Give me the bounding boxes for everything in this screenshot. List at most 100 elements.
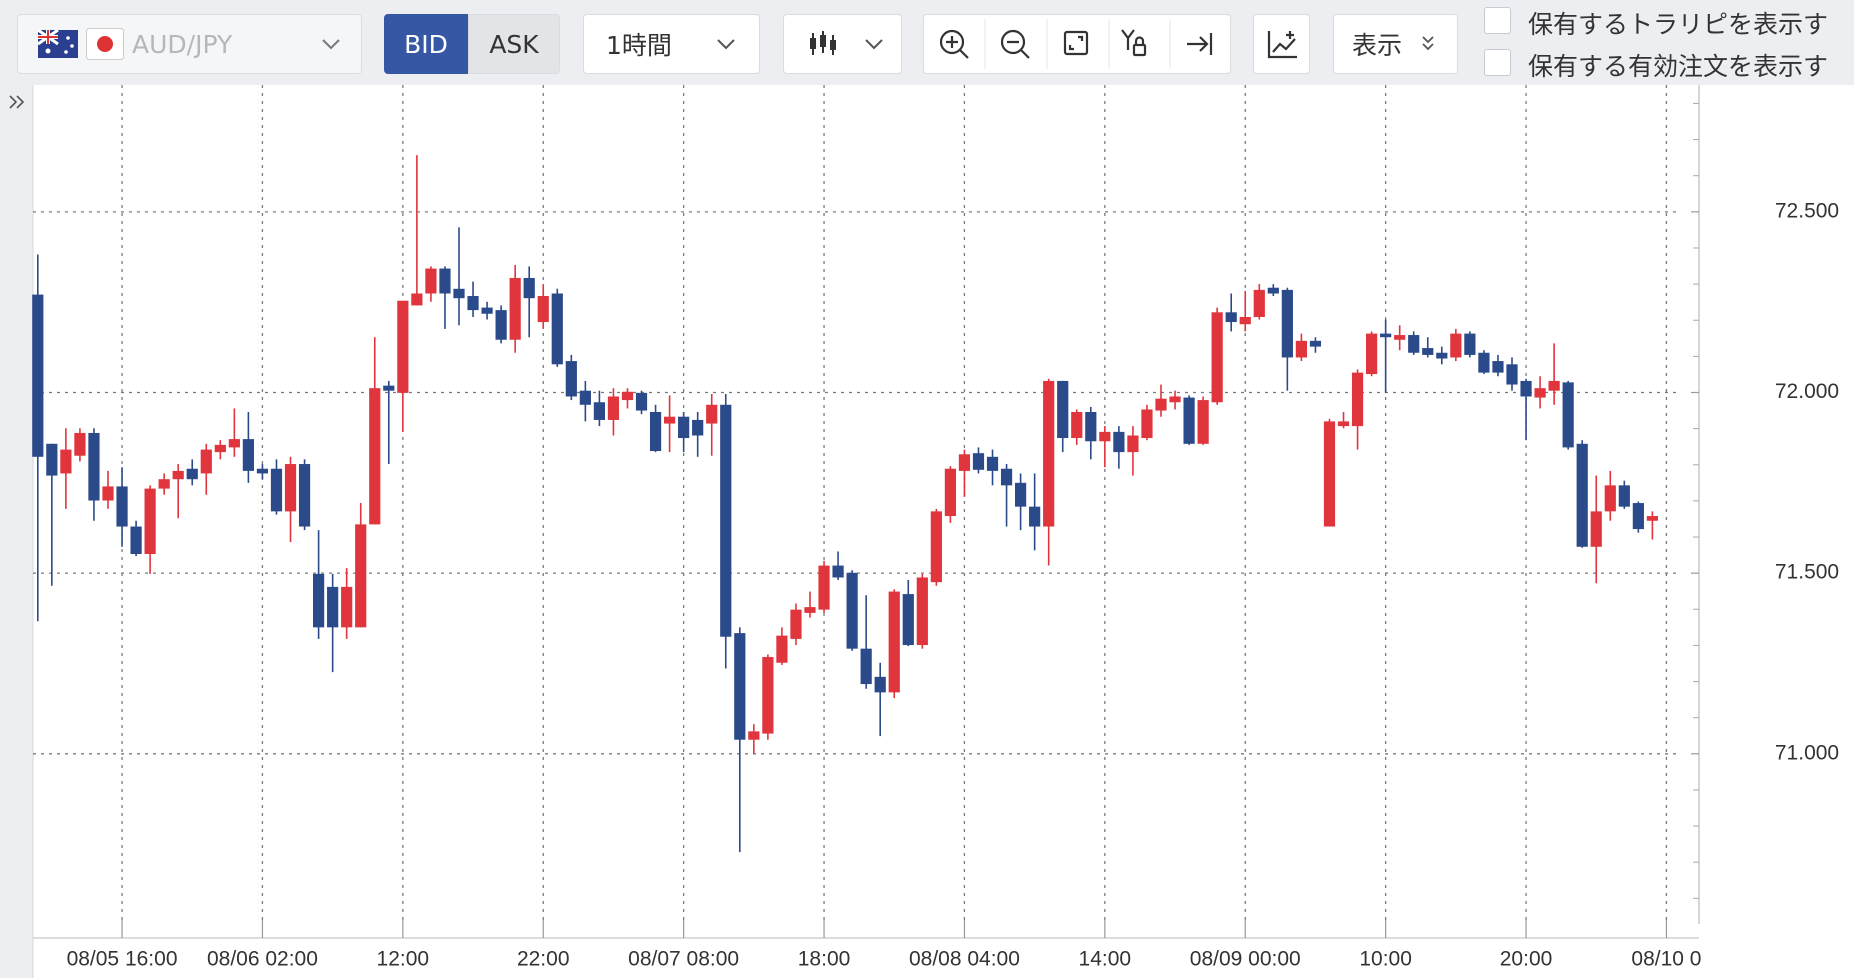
toolbar: AUD/JPY BID ASK 1時間 表示 bbox=[0, 0, 1854, 85]
candle-body bbox=[1029, 506, 1041, 527]
candle-body bbox=[930, 511, 942, 583]
pair-select[interactable]: AUD/JPY bbox=[17, 14, 362, 74]
candle-body bbox=[144, 488, 156, 554]
candle-body bbox=[593, 402, 605, 420]
x-tick-label: 18:00 bbox=[798, 948, 851, 971]
y-tick-label: 72.000 bbox=[1775, 380, 1839, 403]
candle-body bbox=[481, 307, 493, 314]
candle-body bbox=[256, 468, 269, 474]
candle-body bbox=[313, 573, 325, 628]
candle-body bbox=[270, 468, 283, 512]
candle-body bbox=[1085, 412, 1097, 442]
candle-body bbox=[1394, 335, 1406, 340]
candle-body bbox=[158, 479, 170, 489]
x-tick-label: 10:00 bbox=[1359, 948, 1412, 971]
candle-body bbox=[958, 454, 971, 471]
candle-body bbox=[453, 288, 465, 299]
indicator-icon bbox=[1267, 31, 1297, 59]
candle-body bbox=[1015, 482, 1027, 507]
candle-body bbox=[944, 468, 956, 517]
candle-body bbox=[1534, 388, 1546, 398]
candle-icon bbox=[810, 31, 836, 55]
interval-label: 1時間 bbox=[606, 31, 672, 60]
candle-body bbox=[1099, 431, 1111, 442]
candle-body bbox=[902, 594, 914, 646]
candle-body bbox=[1506, 364, 1518, 385]
candle-body bbox=[425, 268, 437, 294]
interval-select[interactable]: 1時間 bbox=[583, 14, 760, 74]
display-select[interactable]: 表示 bbox=[1333, 14, 1458, 74]
candle-body bbox=[1309, 340, 1322, 347]
x-tick-label: 20:00 bbox=[1500, 948, 1553, 971]
candle-body bbox=[832, 565, 844, 578]
candle-body bbox=[327, 586, 339, 628]
candle-body bbox=[88, 432, 100, 501]
candle-body bbox=[762, 656, 774, 734]
candle-body bbox=[1450, 333, 1462, 358]
candle-body bbox=[74, 432, 86, 456]
candle-body bbox=[1562, 382, 1574, 448]
candle-body bbox=[649, 412, 662, 452]
candle-body bbox=[1576, 443, 1588, 547]
candle-body bbox=[1295, 340, 1307, 358]
x-tick-label: 08/07 08:00 bbox=[628, 948, 739, 971]
candle-body bbox=[986, 456, 999, 471]
tool-icons bbox=[939, 19, 1213, 69]
chevron bbox=[865, 39, 883, 50]
checkbox[interactable] bbox=[1484, 7, 1511, 34]
candle-body bbox=[228, 439, 240, 448]
candle-body bbox=[186, 468, 198, 480]
candle-body bbox=[972, 453, 985, 470]
candle-body bbox=[1000, 468, 1013, 486]
pair-label: AUD/JPY bbox=[132, 29, 233, 59]
candle-body bbox=[242, 439, 254, 471]
indicator-button[interactable] bbox=[1253, 14, 1310, 74]
candle-body bbox=[1366, 333, 1378, 375]
candle-body bbox=[172, 470, 184, 480]
candle-body bbox=[1604, 485, 1616, 512]
candle-body bbox=[495, 310, 507, 340]
candle-body bbox=[916, 577, 928, 646]
candle-body bbox=[565, 361, 577, 397]
candle-body bbox=[1155, 398, 1167, 411]
candle-body bbox=[607, 396, 620, 420]
candle-body bbox=[1618, 485, 1630, 507]
candle-body bbox=[1225, 312, 1237, 323]
x-tick-label: 08/09 00:00 bbox=[1190, 948, 1301, 971]
candle-body bbox=[1548, 380, 1560, 391]
sidebar-toggle[interactable] bbox=[9, 95, 25, 109]
candle-body bbox=[1323, 421, 1336, 527]
x-tick-label: 12:00 bbox=[377, 948, 430, 971]
checkbox-label: 保有するトラリピを表示す bbox=[1528, 10, 1829, 39]
candle-body bbox=[509, 277, 521, 340]
ask-button[interactable]: ASK bbox=[468, 14, 560, 74]
candle-body bbox=[1239, 316, 1251, 325]
checkbox[interactable] bbox=[1484, 49, 1511, 76]
flag-jp bbox=[86, 28, 124, 60]
x-tick-label: 22:00 bbox=[517, 948, 570, 971]
candle-body bbox=[1211, 312, 1223, 403]
candle-body bbox=[1632, 503, 1644, 530]
candle-body bbox=[32, 294, 44, 457]
candle-body bbox=[1071, 412, 1083, 439]
candle-body bbox=[60, 449, 72, 474]
candle-body bbox=[523, 277, 535, 299]
candle-body bbox=[355, 524, 367, 628]
x-tick-label: 08/05 16:00 bbox=[67, 948, 178, 971]
candle-body bbox=[397, 300, 409, 393]
candle-body bbox=[1492, 361, 1504, 373]
candle-body bbox=[678, 416, 690, 439]
bid-button[interactable]: BID bbox=[384, 14, 468, 74]
candle-body bbox=[1380, 333, 1392, 338]
double-chevron bbox=[1422, 36, 1434, 51]
candle-body bbox=[860, 648, 872, 685]
candle-body bbox=[298, 464, 311, 527]
candle-body bbox=[1520, 380, 1532, 397]
sidebar bbox=[0, 85, 33, 978]
candle-body bbox=[102, 486, 114, 501]
chart-type-select[interactable] bbox=[783, 14, 902, 74]
candle-body bbox=[748, 731, 760, 740]
checkbox-label: 保有する有効注文を表示す bbox=[1528, 52, 1829, 81]
